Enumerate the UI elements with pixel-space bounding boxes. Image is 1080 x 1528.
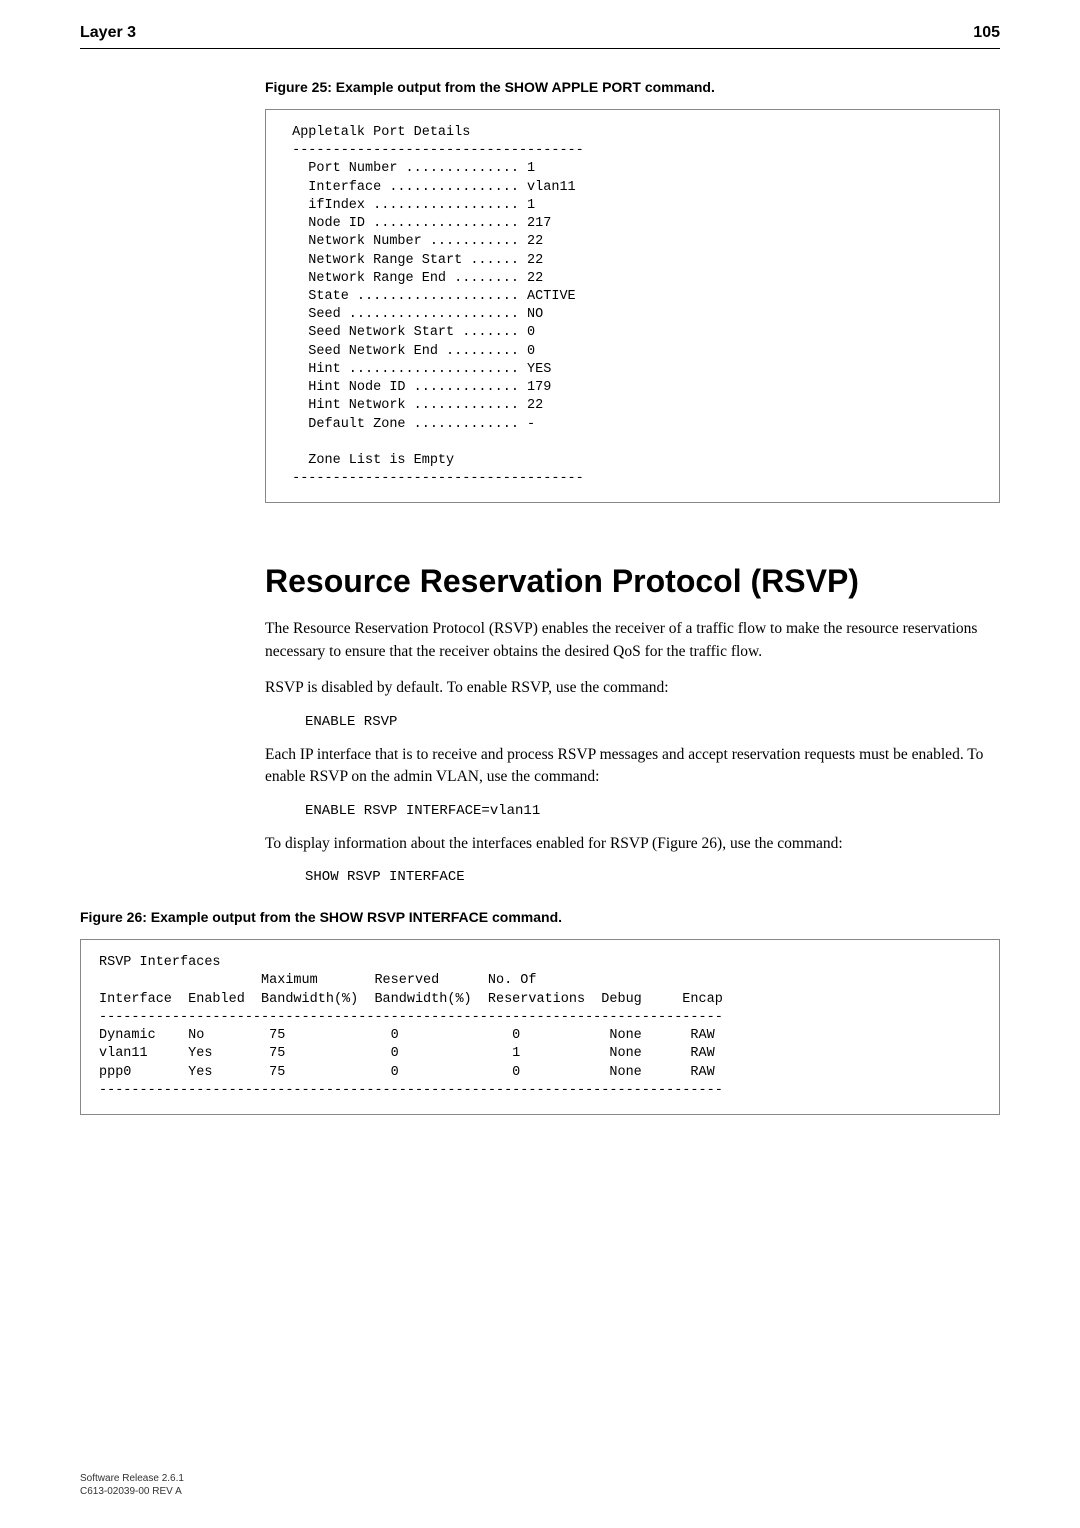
page-header: Layer 3 105 [0,0,1080,42]
paragraph-4: To display information about the interfa… [265,833,1000,855]
section-heading: Resource Reservation Protocol (RSVP) [265,563,1000,600]
header-rule [80,42,1000,49]
main-content: Figure 25: Example output from the SHOW … [0,79,1080,1115]
figure26-output: RSVP Interfaces Maximum Reserved No. Of … [80,939,1000,1115]
command-2: ENABLE RSVP INTERFACE=vlan11 [305,803,1000,819]
paragraph-3: Each IP interface that is to receive and… [265,744,1000,789]
command-3: SHOW RSVP INTERFACE [305,869,1000,885]
section-name: Layer 3 [80,24,136,42]
footer-line1: Software Release 2.6.1 [80,1472,184,1485]
figure25-caption: Figure 25: Example output from the SHOW … [265,79,1000,95]
page-footer: Software Release 2.6.1 C613-02039-00 REV… [80,1472,184,1498]
figure25-output: Appletalk Port Details -----------------… [265,109,1000,503]
page-number: 105 [973,24,1000,42]
command-1: ENABLE RSVP [305,714,1000,730]
figure26-caption: Figure 26: Example output from the SHOW … [80,909,1000,925]
footer-line2: C613-02039-00 REV A [80,1485,184,1498]
paragraph-1: The Resource Reservation Protocol (RSVP)… [265,618,1000,663]
paragraph-2: RSVP is disabled by default. To enable R… [265,677,1000,699]
